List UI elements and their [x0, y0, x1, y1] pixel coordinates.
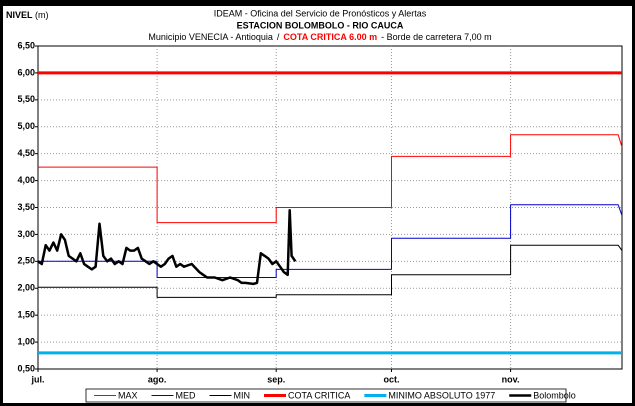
title-line: ESTACION BOLOMBOLO - RIO CAUCA	[237, 20, 404, 30]
y-tick-label: 5,50	[17, 94, 35, 104]
series-line	[38, 204, 623, 278]
legend-label: MIN	[234, 390, 251, 400]
y-tick-label: 6,00	[17, 67, 35, 77]
y-tick-label: 5,00	[17, 121, 35, 131]
subtitle: Municipio VENECIA - Antioquia / COTA CRITI…	[148, 32, 491, 42]
y-tick-label: 6,50	[17, 40, 35, 50]
y-tick-label: 4,50	[17, 148, 35, 158]
subtitle-part: /	[277, 32, 280, 42]
legend-label: COTA CRITICA	[288, 390, 350, 400]
y-unit: (m)	[35, 10, 49, 20]
series-line	[38, 244, 623, 298]
subtitle-part: - Borde de carretera 7,00 m	[381, 32, 492, 42]
subtitle-part: COTA CRITICA 6.00 m	[283, 32, 377, 42]
legend-label: MINIMO ABSOLUTO 1977	[388, 390, 495, 400]
x-tick-label: nov.	[502, 374, 520, 384]
y-tick-label: 4,00	[17, 175, 35, 185]
series-line	[38, 134, 623, 224]
title-line: IDEAM - Oficina del Servicio de Pronósti…	[214, 8, 427, 18]
x-tick-label: sep.	[267, 374, 285, 384]
y-tick-label: 3,00	[17, 229, 35, 239]
x-tick-label: jul.	[31, 374, 45, 384]
y-tick-label: 1,50	[17, 310, 35, 320]
x-tick-label: ago.	[148, 374, 167, 384]
x-tick-label: oct.	[383, 374, 399, 384]
y-tick-label: 3,50	[17, 202, 35, 212]
legend-label: MED	[176, 390, 197, 400]
legend-label: MAX	[118, 390, 138, 400]
subtitle-part: Municipio VENECIA - Antioquia	[148, 32, 273, 42]
y-tick-label: 2,00	[17, 283, 35, 293]
y-axis-label: NIVEL (m)	[6, 10, 49, 20]
top-band	[0, 0, 635, 6]
y-tick-label: 2,50	[17, 256, 35, 266]
y-tick-label: 0,50	[17, 363, 35, 373]
series-line	[37, 208, 297, 286]
legend-label: Bolombolo	[533, 390, 576, 400]
y-tick-label: 1,00	[17, 336, 35, 346]
legend-box	[85, 388, 567, 403]
y-label: NIVEL	[6, 10, 33, 20]
